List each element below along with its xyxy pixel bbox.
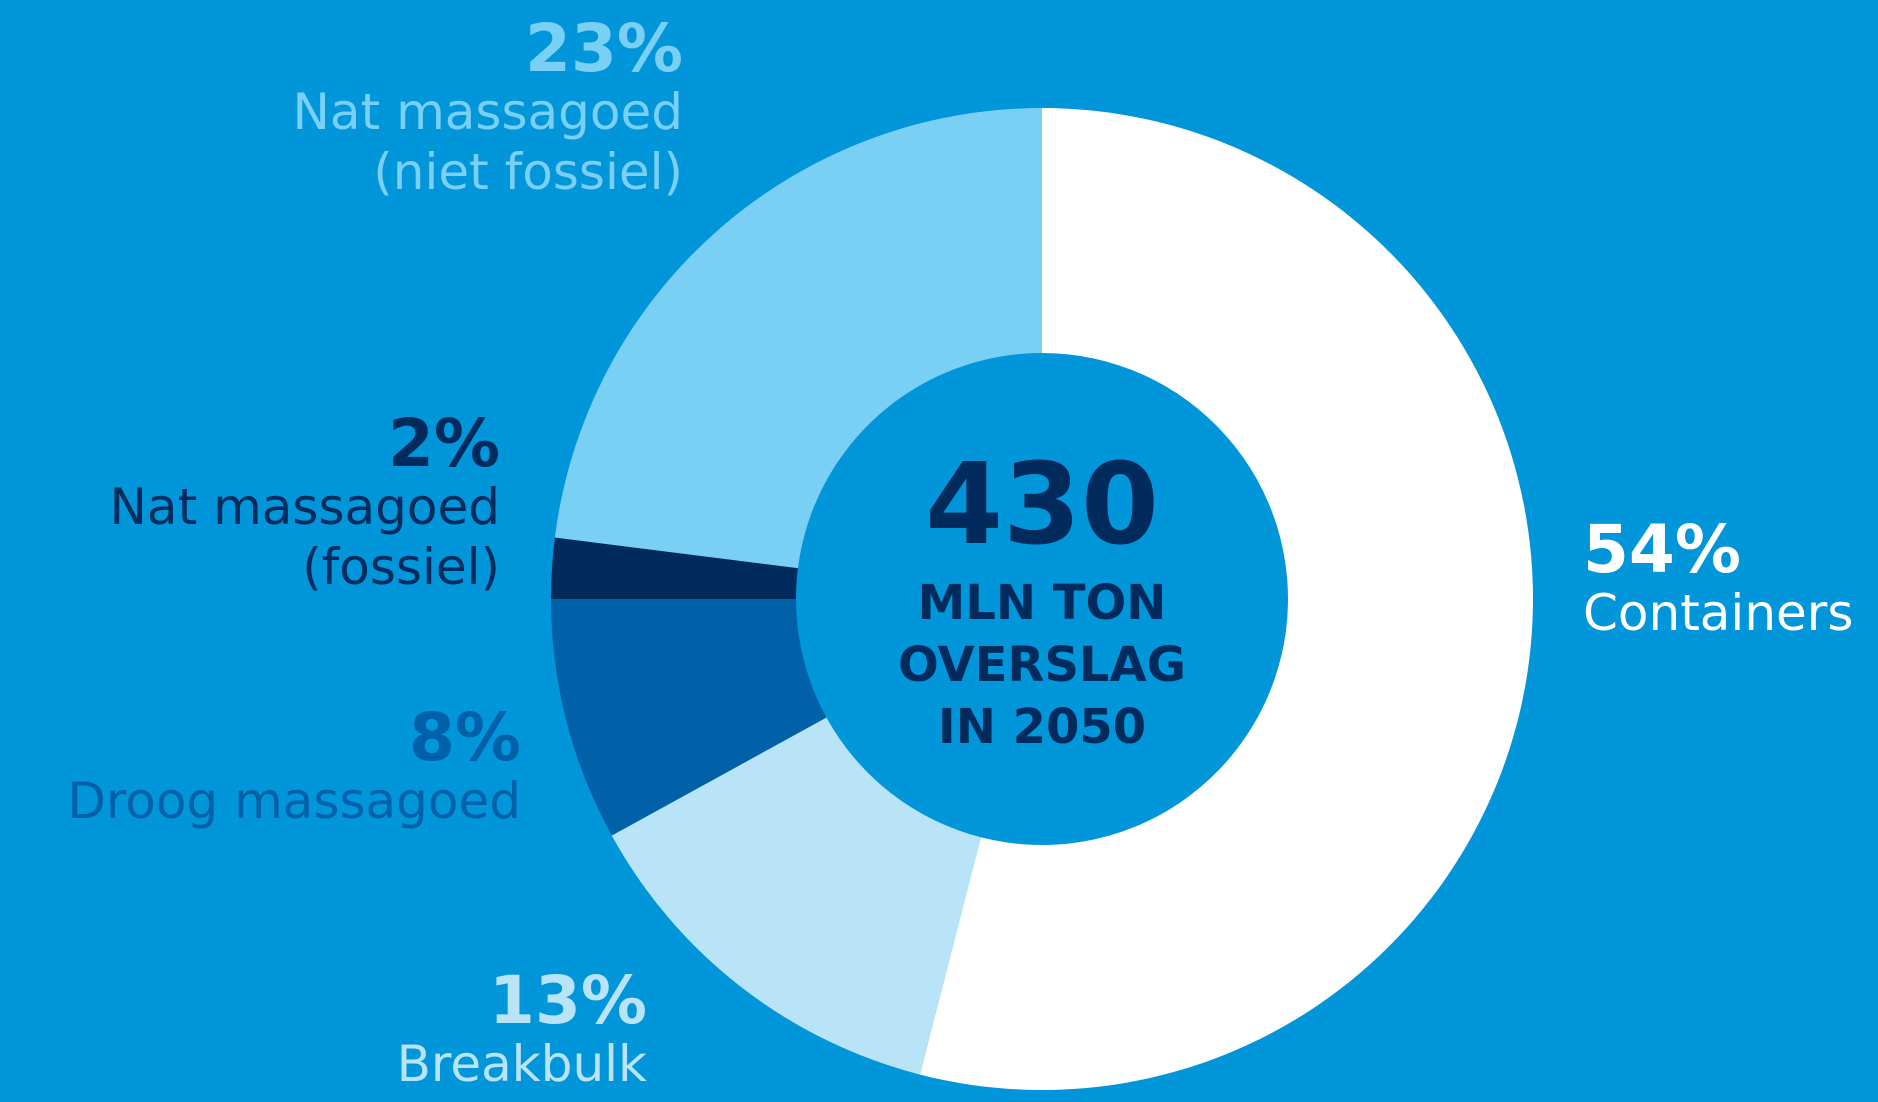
slice-label: 8% Droog massagoed	[67, 705, 521, 831]
slice-category-label: Droog massagoed	[67, 772, 521, 830]
slice-label: 23% Nat massagoed (niet fossiel)	[293, 16, 683, 202]
donut-slice	[551, 537, 798, 599]
center-label: MLN TON OVERSLAG IN 2050	[897, 575, 1187, 755]
donut-slice	[611, 717, 981, 1075]
center-value: 430	[925, 440, 1159, 570]
slice-label: 2% Nat massagoed (fossiel)	[110, 411, 500, 597]
slice-value-label: 23%	[525, 10, 683, 87]
donut-slice	[554, 108, 1042, 569]
slice-value-label: 8%	[408, 699, 521, 776]
donut-slice	[919, 108, 1533, 1090]
slice-value-label: 13%	[489, 962, 647, 1039]
slice-category-label: Nat massagoed (fossiel)	[109, 478, 500, 596]
slice-category-label: Containers	[1583, 584, 1854, 642]
slice-category-label: Nat massagoed (niet fossiel)	[292, 83, 683, 201]
slice-value-label: 54%	[1583, 511, 1741, 588]
slice-label: 54% Containers	[1583, 517, 1853, 643]
slice-value-label: 2%	[387, 405, 500, 482]
donut-slice	[551, 599, 827, 836]
slice-label: 13% Breakbulk	[397, 968, 647, 1094]
slice-category-label: Breakbulk	[396, 1035, 647, 1093]
